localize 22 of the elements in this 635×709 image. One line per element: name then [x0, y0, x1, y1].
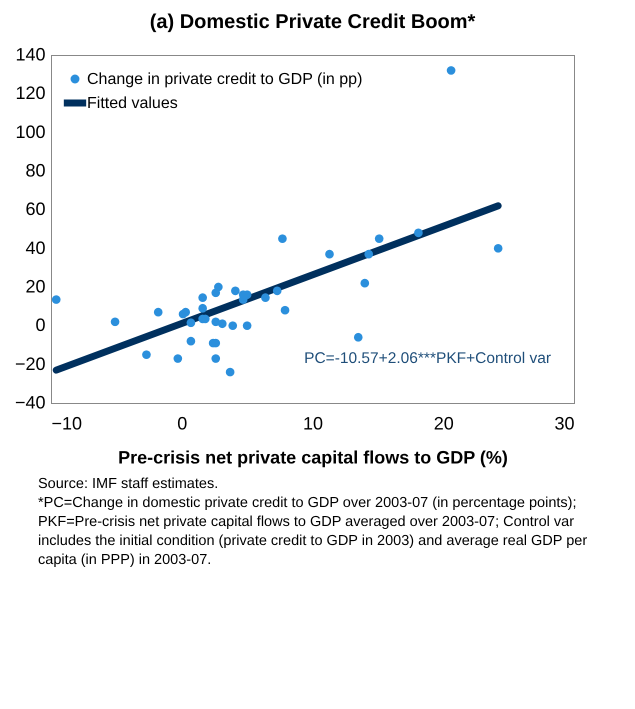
- y-tick-label: 140: [15, 44, 46, 64]
- x-tick-label: −10: [52, 414, 82, 434]
- y-tick-label: 120: [15, 83, 46, 104]
- x-tick-label: 20: [434, 414, 454, 434]
- y-tick-label: 0: [35, 315, 46, 336]
- x-tick-label: 10: [302, 414, 324, 434]
- y-tick-label: 80: [25, 160, 46, 180]
- chart-title: (a) Domestic Private Credit Boom*: [150, 11, 476, 33]
- x-tick-label: 30: [554, 414, 574, 434]
- y-tick-label: −20: [14, 354, 46, 374]
- legend-label: Change in private credit to GDP (in pp): [87, 71, 362, 88]
- text: *PC=Change in domestic private credit to GDP over 2003-07 (in percentage points); PKF=Pre-crisis net private capital flows to GDP averaged over 2003-07; Control var includes the initial condition (private credit to GDP in 2003) and average real GDP per capita (in PPP) in 2003-07.: [38, 494, 588, 570]
- y-tick-label: 100: [15, 122, 46, 142]
- legend-label: Fitted values: [87, 95, 178, 112]
- y-tick-label: 60: [25, 199, 46, 220]
- annotation: PC=-10.57+2.06***PKF+Control var: [304, 350, 551, 367]
- x-tick-label: 0: [177, 414, 188, 434]
- y-tick-label: 20: [25, 276, 46, 296]
- source-note: Source: IMF staff estimates.: [38, 475, 220, 494]
- y-tick-label: −40: [14, 392, 46, 412]
- y-tick-label: 40: [25, 238, 46, 258]
- x-axis-title: Pre-crisis net private capital flows to GDP (%): [118, 448, 508, 468]
